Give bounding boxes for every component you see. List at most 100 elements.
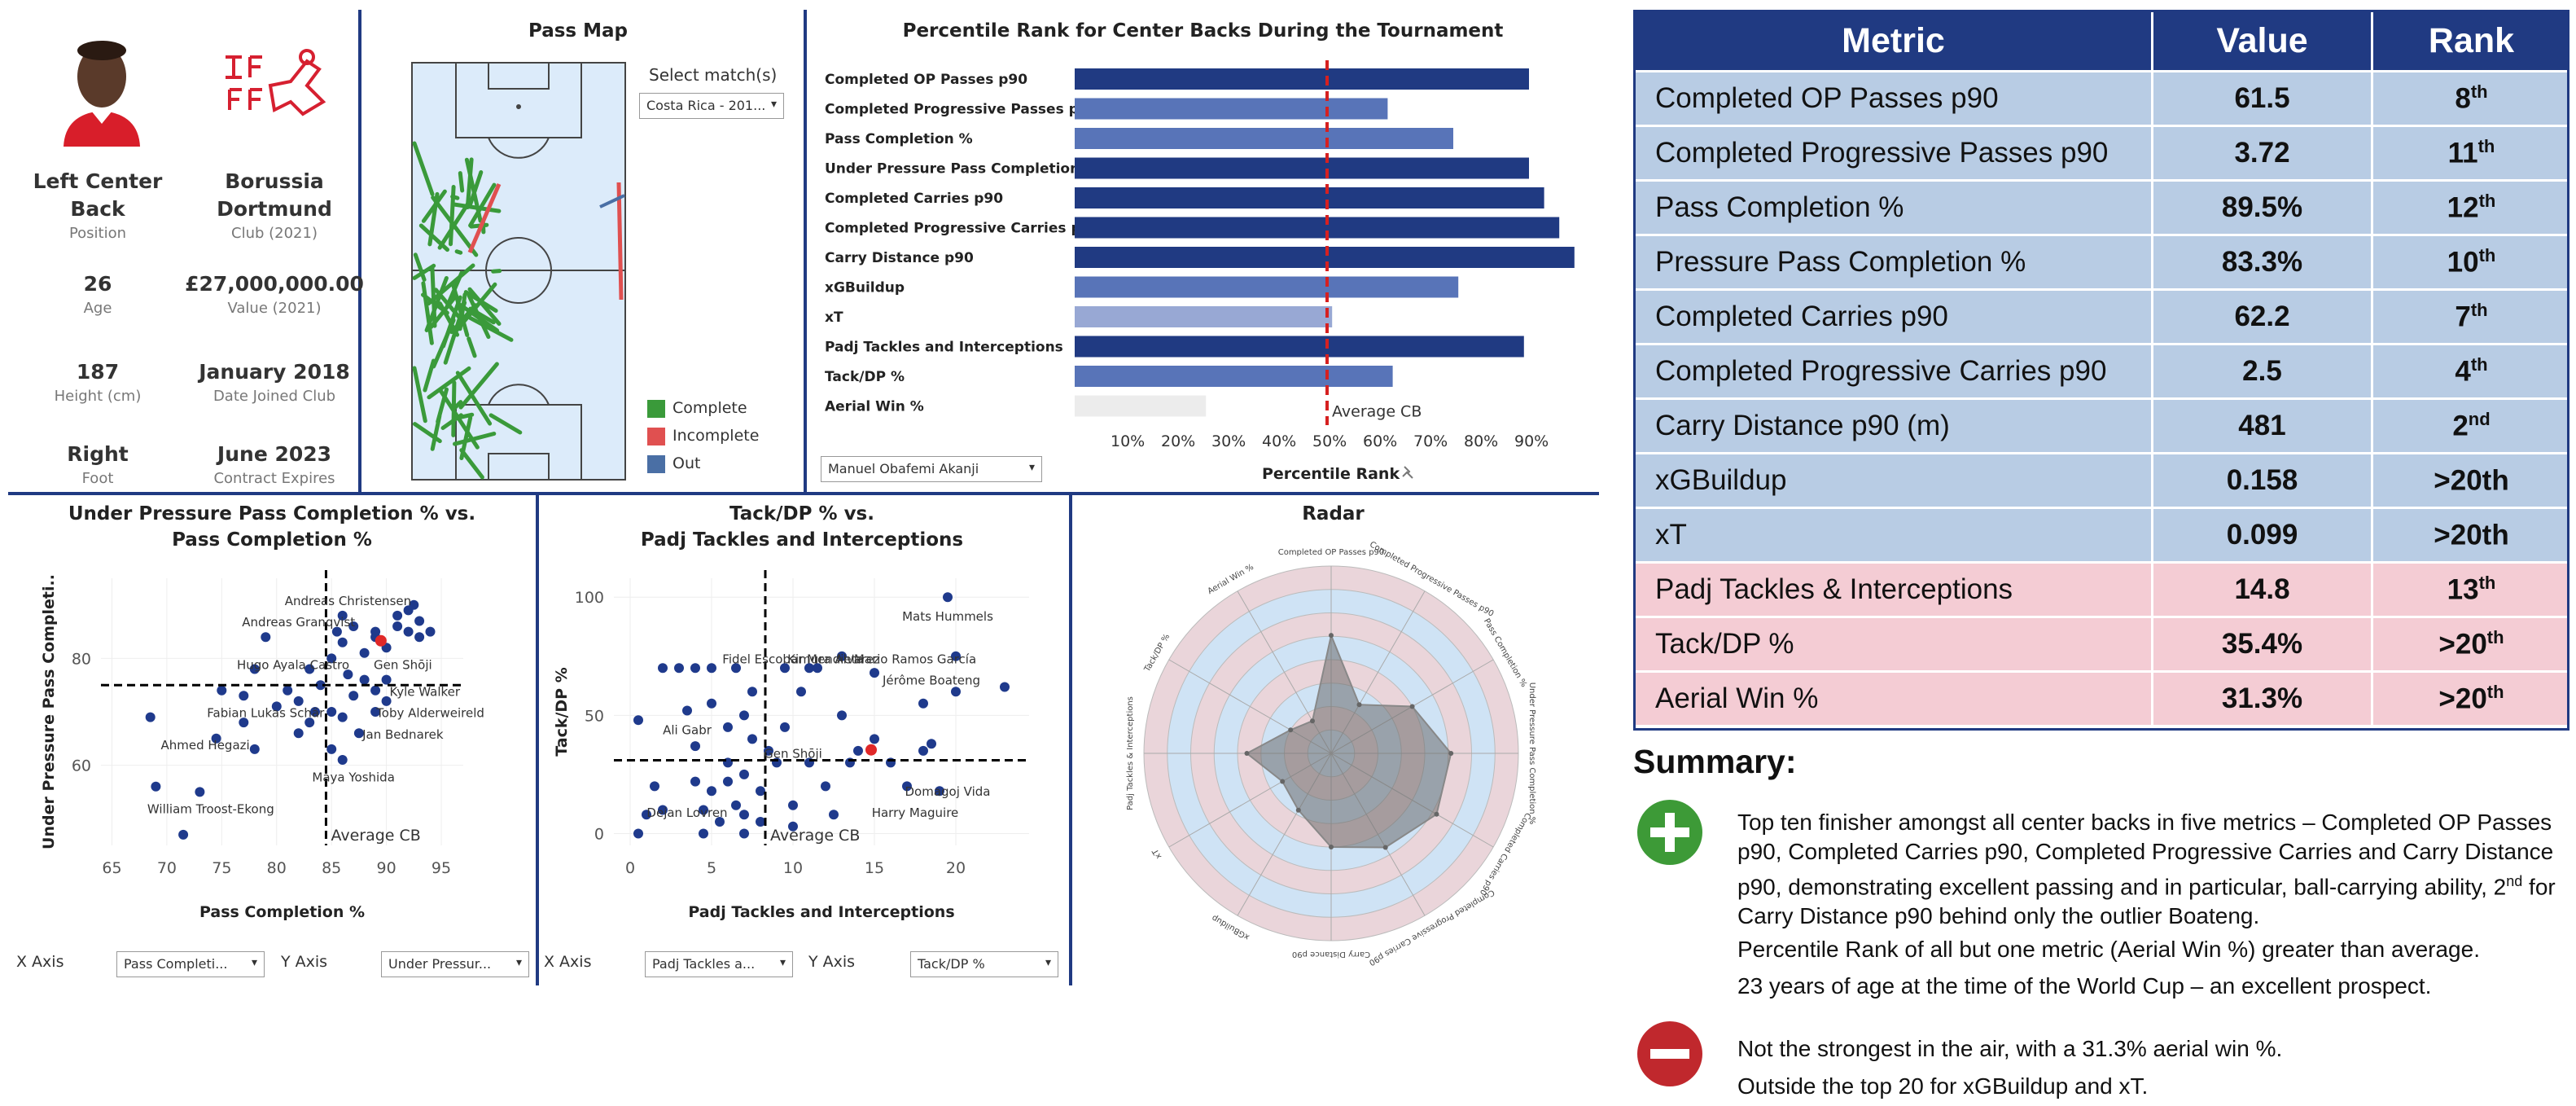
x-tick-label: 10% xyxy=(1111,432,1145,450)
rank-number: 7 xyxy=(2455,301,2471,333)
rank-suffix: th xyxy=(2477,136,2495,157)
complete-pass xyxy=(452,282,497,336)
incomplete-pass xyxy=(616,182,624,301)
rank-suffix: nd xyxy=(2468,409,2491,430)
x-axis-title: Percentile Rank xyxy=(1262,465,1400,483)
complete-pass xyxy=(454,249,463,255)
x-tick-label: 90 xyxy=(377,859,396,877)
table-row: Completed OP Passes p90 61.5 8th xyxy=(1633,70,2572,127)
highlight-point xyxy=(865,744,877,756)
data-point xyxy=(304,664,315,674)
data-point xyxy=(918,698,928,709)
chevron-down-icon: ▾ xyxy=(770,98,777,111)
player-label: Andreas Granqvist xyxy=(242,615,355,630)
data-point xyxy=(699,828,708,839)
data-point xyxy=(178,829,189,840)
data-point xyxy=(927,739,936,749)
metric-value-cell: 3.72 xyxy=(2151,125,2373,182)
player-label: Jan Bednarek xyxy=(361,727,444,742)
data-point xyxy=(392,610,403,621)
x-tick-label: 5 xyxy=(707,859,716,877)
complete-pass xyxy=(467,336,477,358)
data-point xyxy=(943,592,953,603)
chevron-down-icon: ▾ xyxy=(779,956,786,969)
bar-category-label: Pass Completion % xyxy=(825,131,973,147)
data-point xyxy=(337,637,348,647)
percentile-bar xyxy=(1075,187,1544,208)
data-point xyxy=(690,741,700,752)
percentile-bar-chart: Completed OP Passes p90 Completed Progres… xyxy=(825,60,1575,483)
x-tick-label: 10 xyxy=(783,859,803,877)
metric-name-cell: Padj Tackles & Interceptions xyxy=(1633,561,2153,618)
metric-value-cell: 35.4% xyxy=(2151,616,2373,673)
metric-value-cell: 89.5% xyxy=(2151,179,2373,236)
metric-name-cell: Completed OP Passes p90 xyxy=(1633,70,2153,127)
rank-suffix: th xyxy=(2478,191,2496,212)
player-select[interactable]: Manuel Obafemi Akanji ▾ xyxy=(821,456,1042,482)
y-tick-label: 80 xyxy=(72,650,91,668)
metric-value-cell: 2.5 xyxy=(2151,343,2373,400)
data-point xyxy=(348,621,359,631)
chevron-down-icon: ▾ xyxy=(515,956,522,969)
radar-vertex xyxy=(1434,811,1439,817)
data-point xyxy=(414,632,425,643)
rank-number: 11 xyxy=(2447,137,2478,169)
percentile-bar xyxy=(1075,98,1388,120)
scatter1-x-select[interactable]: Pass Completi... ▾ xyxy=(116,951,265,977)
bar-category-label: Completed OP Passes p90 xyxy=(825,72,1027,88)
data-point xyxy=(414,616,425,626)
legend-swatch-out xyxy=(647,455,665,473)
data-point xyxy=(359,647,370,658)
metric-name-cell: Pressure Pass Completion % xyxy=(1633,234,2153,291)
data-point xyxy=(326,744,337,754)
metric-rank-cell: 11th xyxy=(2371,125,2572,182)
data-point xyxy=(293,728,304,739)
summary-weakness-1: Not the strongest in the air, with a 31.… xyxy=(1737,1036,2283,1061)
team-crest-logo xyxy=(226,49,326,116)
data-point xyxy=(310,707,320,717)
data-point xyxy=(902,781,912,792)
pass-map-pitch[interactable] xyxy=(411,62,626,481)
data-point xyxy=(633,715,643,726)
chevron-down-icon: ▾ xyxy=(251,956,257,969)
table-header-row: Metric Value Rank xyxy=(1633,10,2572,72)
x-tick-label: 0 xyxy=(625,859,635,877)
match-select[interactable]: Costa Rica - 201... ▾ xyxy=(639,93,784,119)
data-point xyxy=(145,712,156,722)
table-row: xT 0.099 >20th xyxy=(1633,507,2572,564)
metric-rank-cell: 13th xyxy=(2371,561,2572,618)
complete-pass xyxy=(441,295,462,349)
y-tick-label: 60 xyxy=(72,757,91,775)
data-point xyxy=(837,651,847,661)
contract-value: June 2023 xyxy=(217,442,332,466)
scatter2-x-select[interactable]: Padj Tackles a... ▾ xyxy=(645,951,793,977)
scatter2-y-select[interactable]: Tack/DP % ▾ xyxy=(910,951,1058,977)
radar-vertex xyxy=(1288,727,1294,733)
scatter2-x-select-value: Padj Tackles a... xyxy=(652,956,756,972)
data-point xyxy=(370,626,381,637)
bar-category-label: Completed Progressive Carries p90 xyxy=(825,221,1100,237)
data-point xyxy=(756,786,765,797)
scatter2-chart: Average CB Mats Hummels Fidel Escobar Mend… xyxy=(553,570,1029,921)
metric-rank-cell: 4th xyxy=(2371,343,2572,400)
age-value: 26 xyxy=(83,272,112,296)
scatter1-y-select[interactable]: Under Pressur... ▾ xyxy=(381,951,529,977)
data-point xyxy=(239,691,249,701)
radar-vertex xyxy=(1244,751,1250,756)
data-point xyxy=(739,710,749,721)
data-point xyxy=(796,687,806,697)
complete-pass xyxy=(427,263,475,306)
foot-value: Right xyxy=(67,442,129,466)
complete-pass xyxy=(468,316,514,342)
scatter2-y-select-value: Tack/DP % xyxy=(918,956,985,972)
x-axis-title: Padj Tackles and Interceptions xyxy=(688,903,954,921)
metric-name-cell: Pass Completion % xyxy=(1633,179,2153,236)
metric-value-cell: 481 xyxy=(2151,397,2373,454)
radar-vertex xyxy=(1310,718,1315,724)
table-row: Carry Distance p90 (m) 481 2nd xyxy=(1633,397,2572,454)
market-value-value: £27,000,000.00 xyxy=(185,272,364,296)
data-point xyxy=(381,696,392,706)
complete-pass xyxy=(458,171,465,193)
player-label: Harry Maguire xyxy=(872,805,959,820)
complete-pass xyxy=(451,202,502,213)
